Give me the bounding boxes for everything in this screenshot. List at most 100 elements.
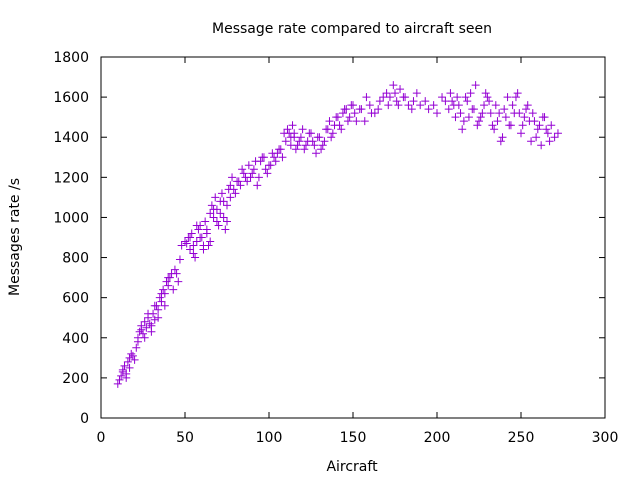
data-point [140,317,149,326]
y-tick-label: 1000 [53,210,89,226]
data-point [471,81,480,90]
data-point [401,93,410,102]
data-point [248,169,257,178]
data-point [407,105,416,114]
data-point [525,117,534,126]
chart-title: Message rate compared to aircraft seen [212,21,492,37]
data-point [340,105,349,114]
data-point [513,89,522,98]
data-point [389,81,398,90]
data-point [150,315,159,324]
data-point [446,89,455,98]
data-point [391,89,399,98]
data-point [209,213,218,222]
data-point [115,375,124,384]
data-point [517,129,525,138]
data-point [155,293,164,302]
data-point [375,97,384,106]
data-point [553,129,562,138]
data-point [228,173,237,182]
data-point [145,319,154,328]
data-point [125,363,134,372]
data-point [301,141,310,150]
data-point [273,149,282,158]
data-point [192,221,201,230]
data-point [217,189,226,198]
data-point [271,157,280,166]
data-point [473,121,482,130]
data-point [128,351,137,360]
data-point [508,101,517,110]
y-tick-label: 1200 [53,170,89,186]
data-point [468,105,477,114]
data-point [209,205,218,214]
data-point [532,133,541,142]
data-point [122,373,131,382]
data-point [175,255,184,264]
data-point [533,125,542,134]
data-point [527,137,536,146]
data-point [144,309,153,318]
data-point [133,337,142,346]
data-point [350,109,359,118]
data-point [162,277,171,286]
data-point [537,141,546,150]
data-point [231,189,240,198]
data-point [295,137,304,146]
data-point [249,165,258,174]
x-axis-title: Aircraft [326,459,378,475]
data-point [495,109,504,118]
data-point [177,241,186,250]
data-point [254,173,263,182]
data-point [491,101,500,110]
data-point [238,165,247,174]
data-point [498,133,507,142]
data-point [194,225,203,234]
data-point [160,301,169,310]
data-point [150,301,159,310]
x-tick-label: 0 [97,430,106,446]
data-point [542,125,551,134]
data-point [485,97,494,106]
data-point [226,181,235,190]
data-point [169,285,178,294]
data-point [511,93,520,102]
data-point [172,269,181,278]
data-point [438,93,447,102]
data-point [199,241,208,250]
data-point [288,121,297,130]
data-point [159,285,168,294]
data-point [202,225,211,234]
y-tick-label: 400 [62,331,89,347]
data-point [259,153,268,162]
data-point [538,113,547,122]
data-point [312,149,321,158]
data-point [454,101,463,110]
data-point [409,97,418,106]
data-point [291,145,300,154]
data-point [330,121,339,130]
data-point [123,357,132,366]
data-point [337,125,346,134]
data-point [328,129,337,138]
data-point [135,327,144,336]
data-points [113,81,562,388]
data-point [270,153,279,162]
data-point [496,137,505,146]
data-point [522,105,531,114]
data-point [286,141,295,150]
data-point [325,117,334,126]
data-point [219,213,228,222]
data-point [394,101,403,110]
data-point [451,113,460,122]
data-point [236,181,245,190]
data-point [189,241,198,250]
x-tick-label: 100 [256,430,283,446]
data-point [488,121,497,130]
data-point [127,349,136,358]
data-point [214,221,223,230]
data-point [212,217,221,226]
data-point [441,97,450,106]
data-point [396,85,405,94]
